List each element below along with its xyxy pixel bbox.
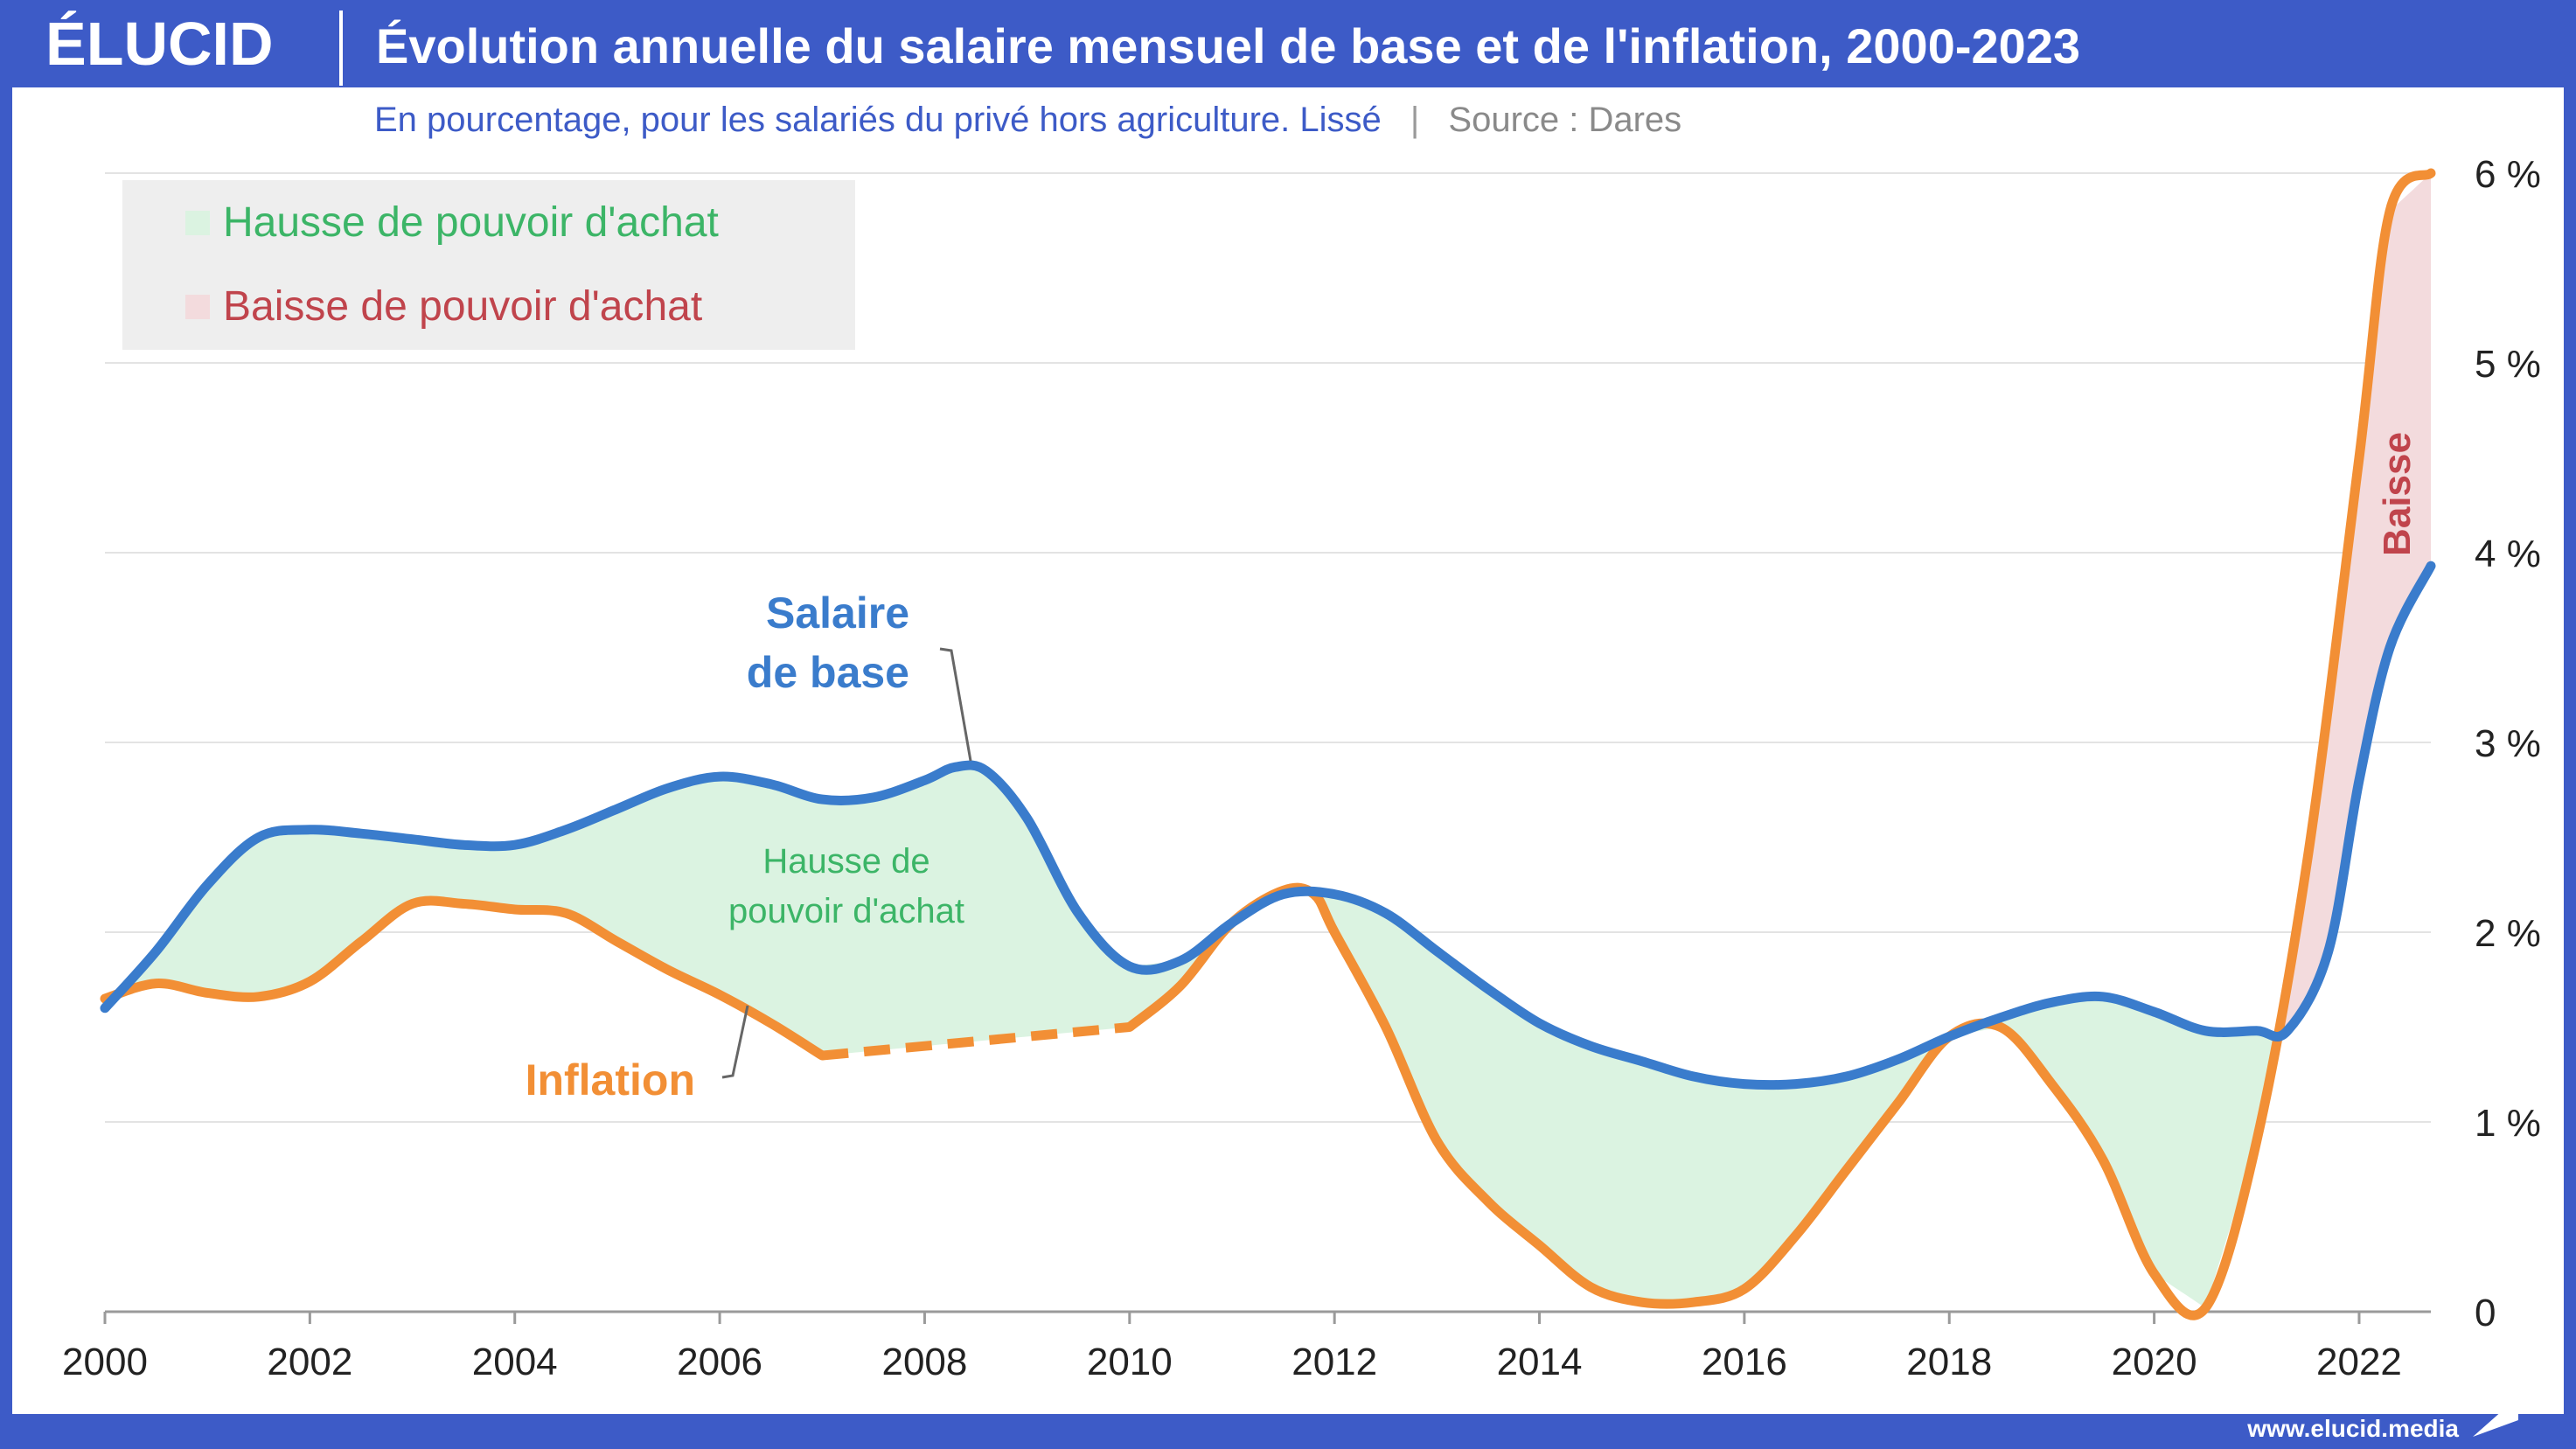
legend-loss-label: Baisse de pouvoir d'achat [223,283,702,330]
y-axis-labels: 0 1 % 2 % 3 % 4 % 5 % 6 % [2475,153,2541,1334]
y-tick-label: 0 [2475,1292,2496,1334]
y-tick-label: 3 % [2475,722,2541,765]
chart-subtitle: En pourcentage, pour les salariés du pri… [374,101,1382,139]
header-divider [339,10,343,86]
y-tick-label: 1 % [2475,1102,2541,1145]
legend: Hausse de pouvoir d'achat Baisse de pouv… [122,180,855,350]
x-tick-label: 2012 [1291,1341,1377,1383]
legend-loss-swatch [185,295,210,319]
inflation-line [1124,168,2436,1320]
grid-lines [103,172,2431,1324]
inflation-series-label: Inflation [526,1055,695,1104]
chart-title: Évolution annuelle du salaire mensuel de… [376,18,2080,73]
elucid-logo: ÉLUCID [45,10,274,78]
salary-label-leader [939,647,972,762]
x-tick-label: 2008 [881,1341,967,1383]
legend-gain-label: Hausse de pouvoir d'achat [223,199,719,246]
x-tick-label: 2016 [1702,1341,1787,1383]
x-tick-label: 2010 [1087,1341,1173,1383]
footer-url: www.elucid.media [2246,1415,2459,1442]
subtitle-separator: | [1410,101,1419,139]
y-tick-label: 4 % [2475,533,2541,575]
salary-line [100,561,2436,1090]
chart-source: Source : Dares [1448,101,1681,139]
x-tick-label: 2020 [2112,1341,2197,1383]
series-lines [100,168,2436,1320]
x-tick-label: 2002 [267,1341,352,1383]
inflation-line [100,895,827,1061]
chart-subtitle-line: En pourcentage, pour les salariés du pri… [374,101,1681,139]
x-tick-label: 2006 [677,1341,762,1383]
gain-annotation-line1: Hausse de [762,842,929,881]
legend-box [122,180,855,350]
inflation-label-leader [721,1005,749,1079]
salary-series-label-line2: de base [747,648,909,697]
x-tick-label: 2004 [472,1341,558,1383]
inflation-line-estimated [821,1022,1131,1061]
legend-gain-swatch [185,211,210,235]
gain-area [1308,893,2274,1307]
y-tick-label: 5 % [2475,343,2541,386]
footer-logo-mark [2473,1397,2518,1437]
x-tick-label: 2014 [1497,1341,1583,1383]
x-axis-labels: 2000 2002 2004 2006 2008 2010 2012 2014 2016 2018… [62,1341,2402,1383]
x-tick-label: 2022 [2316,1341,2402,1383]
x-tick-label: 2000 [62,1341,148,1383]
salary-series-label-line1: Salaire [766,589,909,637]
x-tick-label: 2018 [1906,1341,1992,1383]
loss-annotation: Baisse [2376,432,2419,556]
y-tick-label: 6 % [2475,153,2541,196]
gain-annotation-line2: pouvoir d'achat [728,892,964,930]
y-tick-label: 2 % [2475,912,2541,955]
